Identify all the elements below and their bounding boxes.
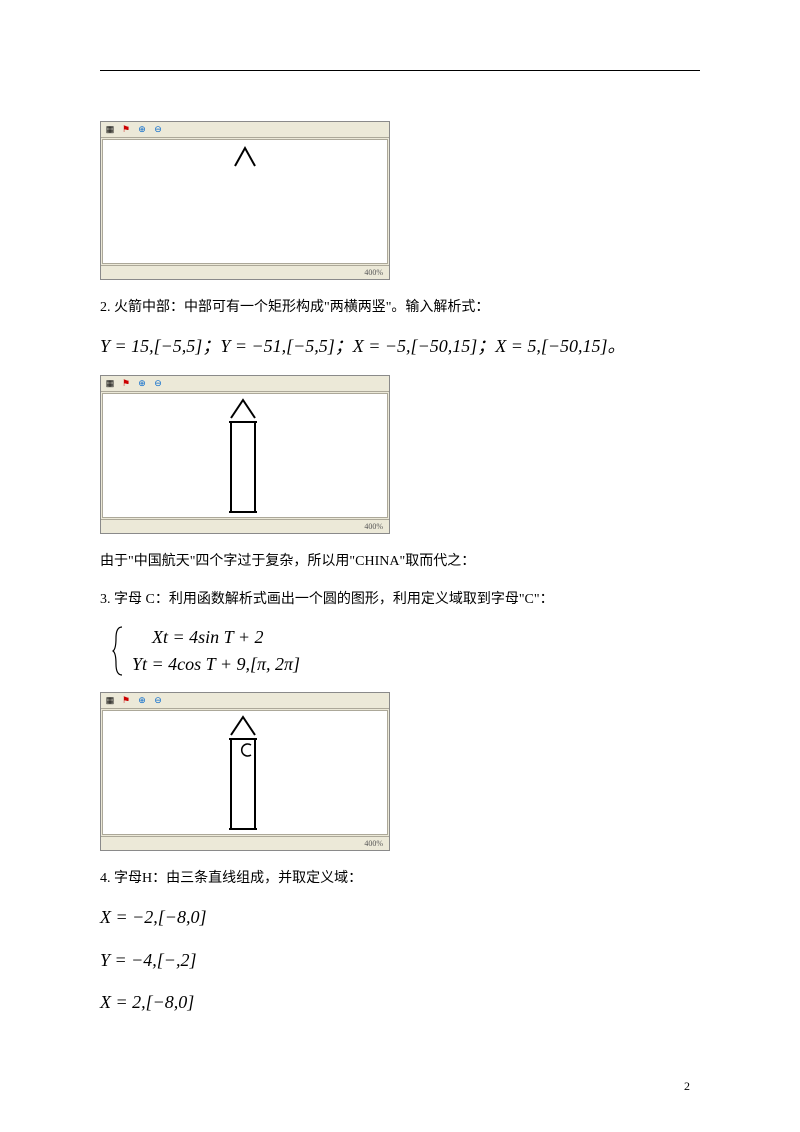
paragraph-3: 3. 字母 C：利用函数解析式画出一个圆的图形，利用定义域取到字母"C"： [100, 586, 700, 614]
zoom-out-icon[interactable]: ⊖ [151, 694, 165, 706]
toolbar: ▦ ⚑ ⊕ ⊖ [101, 122, 389, 138]
zoom-out-icon[interactable]: ⊖ [151, 124, 165, 136]
formula-h1: X = −2,[−8,0] [100, 903, 700, 932]
rocket-body-svg [103, 394, 391, 519]
rocket-c-svg [103, 711, 391, 836]
zoom-in-icon[interactable]: ⊕ [135, 124, 149, 136]
zoom-in-icon[interactable]: ⊕ [135, 377, 149, 389]
page-number: 2 [684, 1079, 690, 1094]
brace-icon [112, 625, 126, 677]
zoom-label: 400% [364, 839, 383, 848]
copy-icon[interactable]: ▦ [103, 124, 117, 136]
formula-h3: X = 2,[−8,0] [100, 988, 700, 1017]
statusbar: 400% [101, 265, 389, 279]
paragraph-2: 2. 火箭中部：中部可有一个矩形构成"两横两竖"。输入解析式： [100, 294, 700, 322]
plot-window-2: ▦ ⚑ ⊕ ⊖ 400% [100, 375, 390, 534]
statusbar: 400% [101, 836, 389, 850]
zoom-out-icon[interactable]: ⊖ [151, 377, 165, 389]
rocket-tip-svg [103, 140, 391, 265]
plot-canvas-2 [102, 393, 388, 518]
formula-h2: Y = −4,[−,2] [100, 946, 700, 975]
paragraph-china: 由于"中国航天"四个字过于复杂，所以用"CHINA"取而代之： [100, 548, 700, 576]
plot-window-1: ▦ ⚑ ⊕ ⊖ 400% [100, 121, 390, 280]
paragraph-4: 4. 字母H：由三条直线组成，并取定义域： [100, 865, 700, 893]
zoom-label: 400% [364, 522, 383, 531]
brace-content: Xt = 4sin T + 2 Yt = 4cos T + 9,[π, 2π] [132, 624, 300, 678]
plot-canvas-1 [102, 139, 388, 264]
brace-line-2: Yt = 4cos T + 9,[π, 2π] [132, 651, 300, 678]
plot-canvas-3 [102, 710, 388, 835]
flag-icon[interactable]: ⚑ [119, 694, 133, 706]
page-content: ▦ ⚑ ⊕ ⊖ 400% 2. 火箭中部：中部可有一个矩形构成"两横两竖"。输入… [100, 70, 700, 1031]
zoom-in-icon[interactable]: ⊕ [135, 694, 149, 706]
toolbar: ▦ ⚑ ⊕ ⊖ [101, 693, 389, 709]
copy-icon[interactable]: ▦ [103, 377, 117, 389]
formula-parametric: Xt = 4sin T + 2 Yt = 4cos T + 9,[π, 2π] [112, 624, 700, 678]
flag-icon[interactable]: ⚑ [119, 377, 133, 389]
zoom-label: 400% [364, 268, 383, 277]
flag-icon[interactable]: ⚑ [119, 124, 133, 136]
formula-1: Y = 15,[−5,5]；Y = −51,[−5,5]；X = −5,[−50… [100, 332, 700, 361]
plot-window-3: ▦ ⚑ ⊕ ⊖ 400% [100, 692, 390, 851]
toolbar: ▦ ⚑ ⊕ ⊖ [101, 376, 389, 392]
header-rule [100, 70, 700, 71]
brace-line-1: Xt = 4sin T + 2 [132, 624, 300, 651]
statusbar: 400% [101, 519, 389, 533]
copy-icon[interactable]: ▦ [103, 694, 117, 706]
